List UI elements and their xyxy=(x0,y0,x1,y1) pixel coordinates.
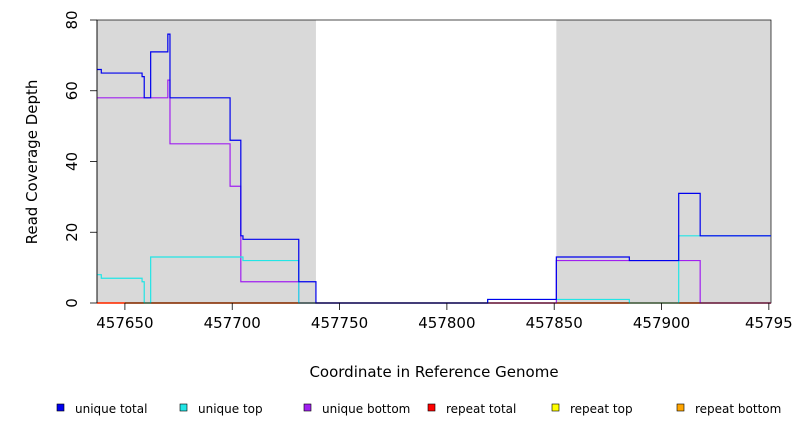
x-tick-label: 45795 xyxy=(745,314,792,332)
legend-swatch xyxy=(427,403,436,412)
legend-swatch xyxy=(56,403,65,412)
series-unique-top xyxy=(97,235,771,304)
legend-label: unique total xyxy=(75,402,147,416)
legend-swatch xyxy=(303,403,312,412)
y-tick-label: 60 xyxy=(63,81,81,100)
shaded-region-1 xyxy=(97,20,316,303)
x-tick-label: 457800 xyxy=(418,314,475,332)
x-tick-label: 457700 xyxy=(204,314,261,332)
legend-swatch xyxy=(551,403,560,412)
legend-swatch xyxy=(179,403,188,412)
x-tick-label: 457900 xyxy=(633,314,690,332)
y-tick-label: 80 xyxy=(63,10,81,29)
y-axis: 0 20 40 60 80 xyxy=(63,10,98,308)
x-tick-label: 457750 xyxy=(311,314,368,332)
legend-label: repeat bottom xyxy=(695,402,781,416)
legend: unique total unique top unique bottom repea… xyxy=(56,402,781,416)
x-axis-title: Coordinate in Reference Genome xyxy=(309,363,558,381)
legend-label: unique top xyxy=(198,402,263,416)
legend-swatch xyxy=(676,403,685,412)
y-axis-title: Read Coverage Depth xyxy=(23,80,41,245)
legend-label: repeat top xyxy=(570,402,633,416)
y-tick-label: 20 xyxy=(63,223,81,242)
y-tick-label: 0 xyxy=(63,298,81,308)
shaded-regions xyxy=(97,20,771,303)
x-tick-label: 457850 xyxy=(526,314,583,332)
series-unique-total xyxy=(97,33,771,304)
y-tick-label: 40 xyxy=(63,152,81,171)
legend-label: repeat total xyxy=(446,402,516,416)
x-axis: 457650 457700 457750 457800 457850 457900 4579… xyxy=(96,302,792,332)
legend-label: unique bottom xyxy=(322,402,410,416)
x-tick-label: 457650 xyxy=(96,314,153,332)
shaded-region-2 xyxy=(556,20,771,303)
